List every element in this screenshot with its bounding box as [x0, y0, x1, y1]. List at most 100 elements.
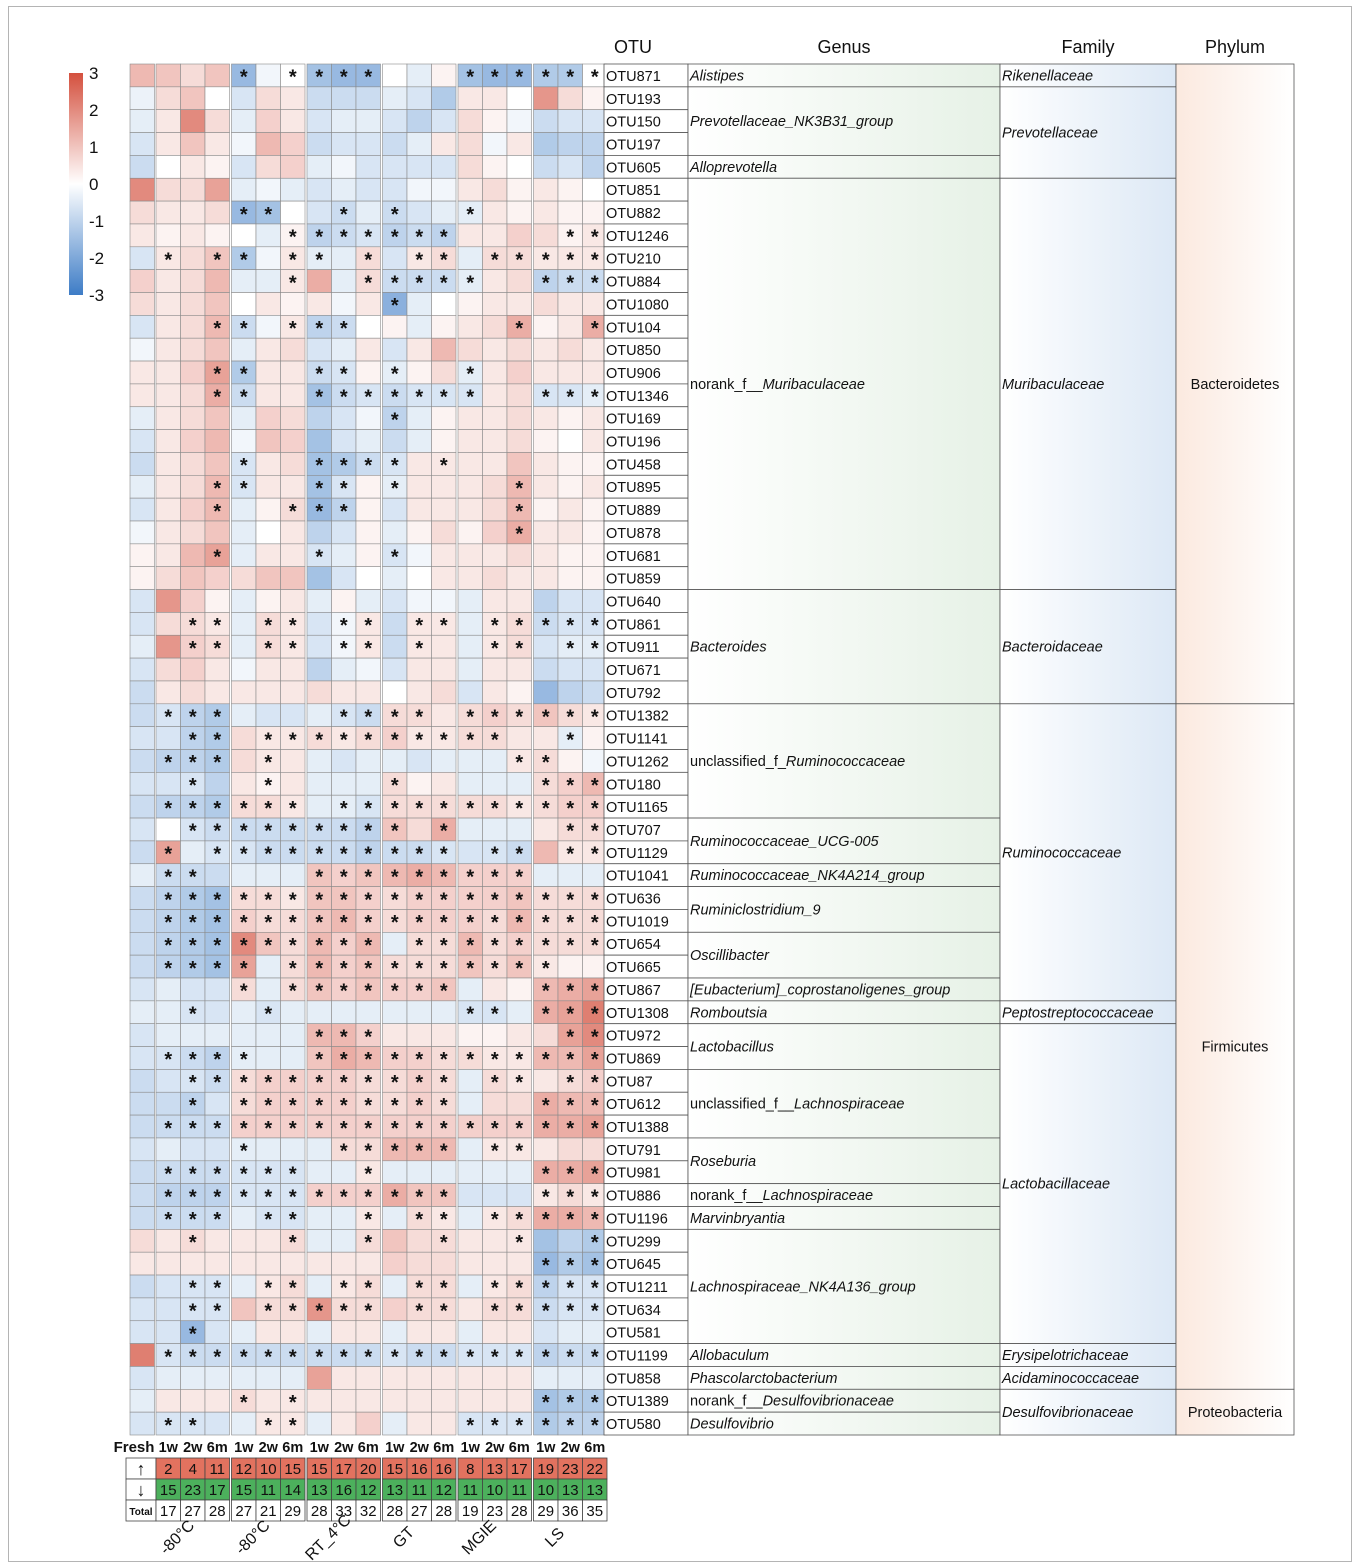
significance-marker: * — [415, 729, 423, 751]
heatmap-cell — [331, 1160, 357, 1184]
heatmap-cell — [255, 954, 281, 979]
significance-marker: * — [515, 615, 523, 637]
otu-label: OTU707 — [606, 823, 661, 839]
heatmap-cell — [406, 200, 432, 225]
heatmap-cell — [582, 292, 608, 316]
significance-marker: * — [491, 889, 499, 911]
genus-label: norank_f__Muribaculaceae — [690, 377, 865, 393]
significance-marker: * — [515, 249, 523, 271]
heatmap-cell — [533, 657, 559, 682]
heatmap-cell — [255, 497, 281, 522]
otu-label: OTU882 — [606, 206, 661, 222]
heatmap-cell — [129, 406, 155, 430]
heatmap-cell — [129, 657, 155, 682]
heatmap-cell — [306, 589, 332, 613]
genus-label: [Eubacterium]_coprostanoligenes_group — [689, 982, 950, 998]
summary-value: 17 — [160, 1503, 177, 1520]
heatmap-cell — [382, 1320, 408, 1344]
heatmap-cell — [331, 155, 357, 179]
significance-marker: * — [240, 1346, 248, 1368]
significance-marker: * — [466, 1346, 474, 1368]
genus-prefix: norank_f__ — [690, 377, 763, 393]
heatmap-cell — [255, 292, 281, 316]
heatmap-cell — [582, 726, 608, 750]
heatmap-cell — [255, 86, 281, 110]
significance-marker: * — [340, 1072, 348, 1094]
significance-marker: * — [315, 67, 323, 89]
genus-name: Ruminococcaceae — [786, 754, 905, 770]
time-label: 2w — [334, 1440, 354, 1456]
heatmap-cell — [129, 1297, 155, 1322]
significance-marker: * — [240, 1392, 248, 1414]
heatmap-cell — [457, 612, 483, 636]
heatmap-cell — [255, 383, 281, 408]
significance-marker: * — [515, 798, 523, 820]
summary-value: 17 — [335, 1461, 352, 1478]
heatmap-cell — [482, 383, 508, 408]
significance-marker: * — [391, 1186, 399, 1208]
heatmap-cell — [431, 1389, 457, 1413]
significance-marker: * — [591, 935, 599, 957]
significance-marker: * — [491, 1278, 499, 1300]
significance-marker: * — [340, 364, 348, 386]
significance-marker: * — [542, 1186, 550, 1208]
heatmap-cell — [306, 200, 332, 225]
heatmap-cell — [331, 246, 357, 270]
summary-value: 22 — [586, 1461, 603, 1478]
genus-label: Lachnospiraceae_NK4A136_group — [690, 1279, 916, 1295]
heatmap-cell — [155, 269, 181, 293]
heatmap-cell — [129, 566, 155, 590]
heatmap-cell — [231, 269, 257, 293]
significance-marker: * — [542, 1415, 550, 1437]
significance-marker: * — [189, 1415, 197, 1437]
significance-marker: * — [415, 798, 423, 820]
heatmap-cell — [582, 954, 608, 979]
significance-marker: * — [289, 958, 297, 980]
significance-marker: * — [240, 821, 248, 843]
heatmap-cell — [506, 1389, 532, 1413]
heatmap-cell — [155, 429, 181, 453]
heatmap-cell — [457, 315, 483, 339]
significance-marker: * — [591, 1072, 599, 1094]
heatmap-cell — [129, 543, 155, 567]
otu-label: OTU671 — [606, 663, 661, 679]
heatmap-cell — [155, 634, 181, 659]
significance-marker: * — [315, 958, 323, 980]
heatmap-cell — [533, 817, 559, 842]
heatmap-cell — [355, 315, 381, 339]
significance-marker: * — [515, 638, 523, 660]
genus-block — [687, 886, 1001, 933]
significance-marker: * — [591, 912, 599, 934]
heatmap-cell — [231, 863, 257, 887]
heatmap-cell — [180, 840, 206, 865]
significance-marker: * — [189, 752, 197, 774]
group-label: GT — [390, 1524, 418, 1552]
significance-marker: * — [415, 981, 423, 1003]
phylum-label: Firmicutes — [1202, 1040, 1269, 1056]
heatmap-cell — [582, 657, 608, 682]
otu-label: OTU850 — [606, 343, 661, 359]
heatmap-cell — [506, 1411, 532, 1436]
significance-marker: * — [591, 889, 599, 911]
genus-label: Lactobacillus — [690, 1040, 774, 1056]
heatmap-cell — [231, 749, 257, 773]
heatmap-cell — [155, 1229, 181, 1253]
significance-marker: * — [566, 615, 574, 637]
heatmap-cell — [331, 1206, 357, 1230]
significance-marker: * — [289, 67, 297, 89]
heatmap-cell — [533, 1229, 559, 1253]
heatmap-cell — [204, 1320, 230, 1344]
significance-marker: * — [440, 1278, 448, 1300]
heatmap-cell — [280, 1320, 306, 1344]
significance-marker: * — [542, 798, 550, 820]
genus-label: Alloprevotella — [689, 160, 777, 176]
significance-marker: * — [315, 227, 323, 249]
significance-marker: * — [591, 318, 599, 340]
significance-marker: * — [391, 775, 399, 797]
heatmap-cell — [557, 520, 583, 545]
genus-label: Ruminococcaceae_UCG-005 — [690, 834, 880, 850]
heatmap-cell — [582, 1366, 608, 1390]
otu-label: OTU878 — [606, 526, 661, 542]
heatmap-cell — [204, 269, 230, 293]
heatmap-cell — [155, 1091, 181, 1116]
